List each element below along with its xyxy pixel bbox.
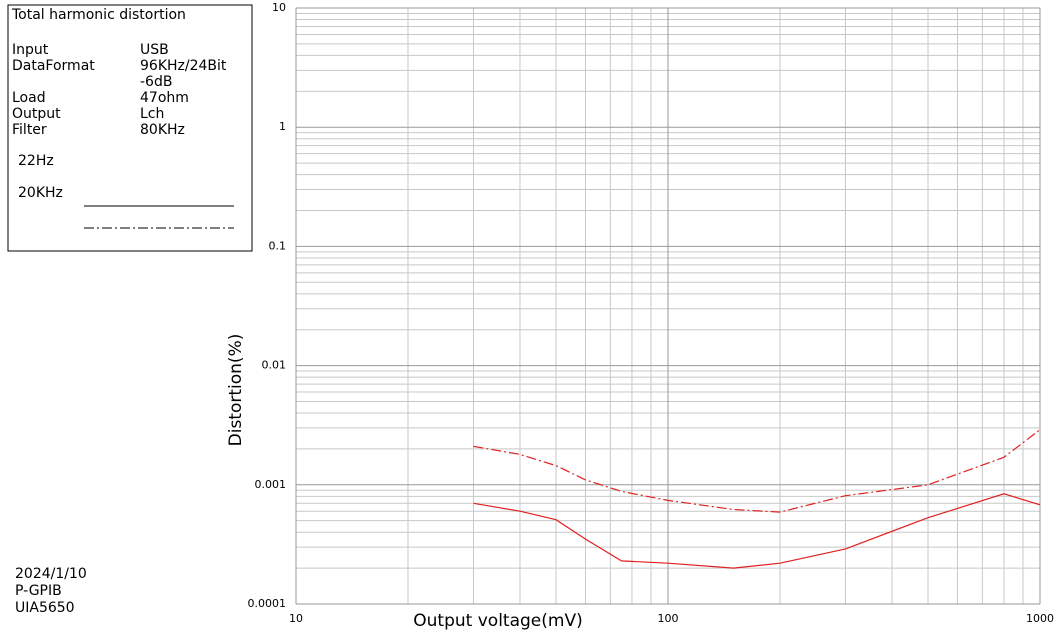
info-value: Lch [140, 106, 164, 122]
y-tick-label: 10 [272, 1, 286, 14]
info-label: Load [12, 90, 46, 106]
info-value: USB [140, 42, 169, 58]
info-label: Filter [12, 122, 47, 138]
info-value: 96KHz/24Bit [140, 58, 227, 74]
footer-text: UIA5650 [15, 600, 75, 616]
legend-box [7, 4, 253, 252]
y-tick-label: 1 [279, 120, 286, 133]
x-tick-label: 10 [289, 612, 303, 625]
y-tick-label: 0.001 [255, 478, 287, 491]
legend-label: 22Hz [18, 153, 54, 169]
legend-label: 20KHz [18, 185, 63, 201]
y-tick-label: 0.1 [269, 239, 287, 252]
x-tick-label: 1000 [1026, 612, 1054, 625]
info-value: 80KHz [140, 122, 185, 138]
series-line [473, 493, 1041, 569]
x-tick-label: 100 [658, 612, 679, 625]
info-label: Input [12, 42, 49, 58]
chart-title: Total harmonic distortion [11, 7, 186, 23]
y-tick-label: 0.0001 [248, 597, 287, 610]
series-line [473, 429, 1041, 513]
info-value: 47ohm [140, 90, 189, 106]
info-label: DataFormat [12, 58, 95, 74]
info-value: -6dB [140, 74, 172, 90]
y-tick-label: 0.01 [262, 359, 287, 372]
footer-text: 2024/1/10 [15, 566, 87, 582]
y-axis-label: Distortion(%) [226, 334, 246, 447]
info-label: Output [12, 106, 61, 122]
footer-text: P-GPIB [15, 583, 62, 599]
x-axis-label: Output voltage(mV) [413, 611, 582, 631]
